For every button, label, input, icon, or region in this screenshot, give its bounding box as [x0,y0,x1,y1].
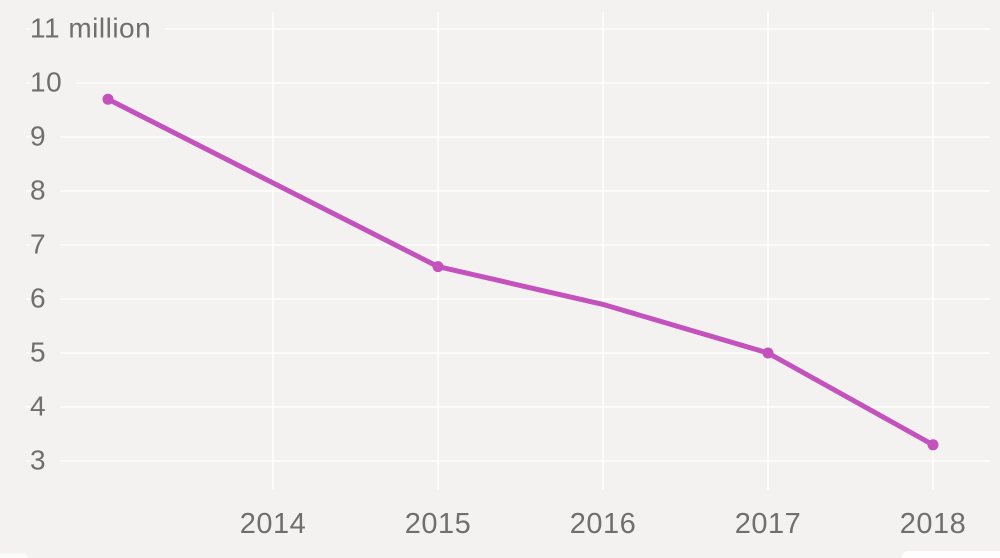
y-tick-label-8: 8 [30,172,61,209]
y-tick-label-4: 4 [30,388,61,425]
y-tick-label-6: 6 [30,280,61,317]
x-tick-label-2014: 2014 [239,508,307,540]
y-tick-label-5: 5 [30,334,61,371]
y-tick-label-7: 7 [30,226,61,263]
line-value-in-millions [105,96,936,448]
vertical-gridlines [272,12,934,490]
marker-2015 [432,261,444,273]
cutoff-attribution-pill [902,551,1000,558]
x-tick-label-2017: 2017 [734,508,802,540]
cutoff-edge-element [0,553,28,558]
y-tick-label-11: 11 million [30,10,166,47]
x-tick-label-2016: 2016 [569,508,637,540]
y-tick-label-3: 3 [30,442,61,479]
data-line [105,96,936,448]
x-tick-label-2015: 2015 [404,508,472,540]
x-tick-label-2018: 2018 [899,508,967,540]
y-tick-label-9: 9 [30,118,61,155]
y-tick-label-10: 10 [30,64,77,101]
marker-2017 [762,347,774,359]
data-point-markers [102,93,939,451]
marker-2018 [927,439,939,451]
marker-2013 [102,93,114,105]
